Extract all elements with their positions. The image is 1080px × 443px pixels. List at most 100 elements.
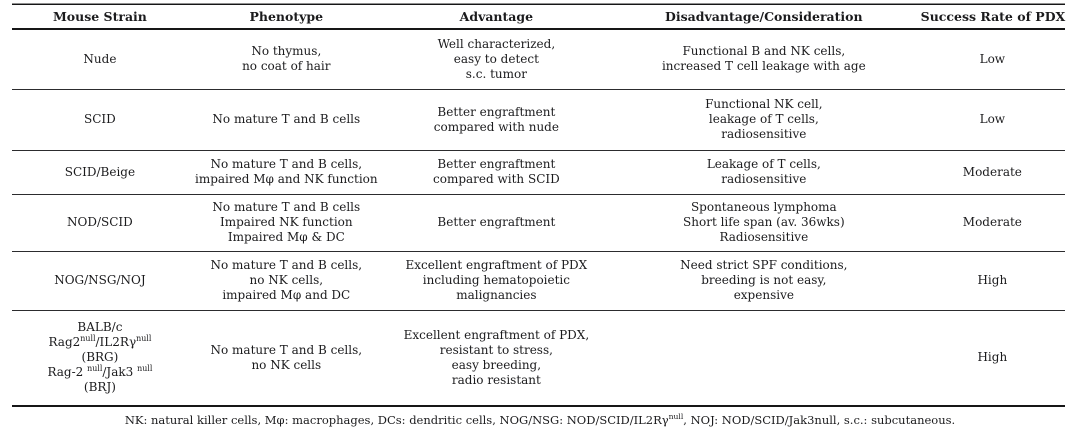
text-segment: Rag2 (48, 335, 81, 350)
cell-line: expensive (733, 288, 794, 302)
cell-line: easy to detect (453, 51, 539, 66)
advantage-cell: Excellent engraftment of PDX, resistant t… (385, 310, 608, 406)
disadvantage-cell (608, 310, 920, 406)
cell-line: Moderate (962, 215, 1022, 229)
column-header-strain: Mouse Strain (12, 4, 188, 30)
cell-line: High (977, 350, 1008, 365)
cell-line: Need strict SPF conditions, (680, 258, 848, 272)
cell-line: s.c. tumor (465, 66, 527, 81)
cell-line: Better engraftment (437, 104, 556, 119)
cell-line: leakage of T cells, (708, 112, 819, 126)
cell-line: impaired Mφ and DC (222, 288, 351, 302)
cell-line: Excellent engraftment of PDX, (403, 327, 590, 342)
cell-line: NOG/NSG/NOJ (54, 273, 146, 287)
phenotype-cell: No mature T and B cells, no NK cells, impa… (187, 251, 385, 311)
disadvantage-cell: Spontaneous lymphoma Short life span (av.… (607, 194, 920, 252)
cell-line: increased T cell leakage with age (661, 59, 866, 74)
cell-line: SCID/Beige (64, 164, 136, 179)
strain-cell: Nude (12, 29, 188, 90)
cell-line: malignancies (456, 288, 537, 302)
column-header-phenotype: Phenotype (187, 4, 385, 30)
phenotype-cell: No mature T and B cells Impaired NK funct… (187, 194, 385, 252)
superscript-text: null (80, 334, 96, 344)
strain-cell: NOD/SCID (12, 194, 188, 252)
disadvantage-cell: Leakage of T cells, radiosensitive (607, 150, 920, 195)
cell-line: radiosensitive (721, 172, 807, 186)
cell-line: Functional B and NK cells, (682, 44, 846, 59)
paper-table-figure: Mouse Strain Phenotype Advantage Disadvanta… (0, 3, 1080, 443)
strain-cell: NOG/NSG/NOJ (12, 251, 188, 311)
text-segment: /Jak3 (102, 365, 138, 380)
table-row: Nude No thymus, no coat of hair Well charac… (12, 29, 1065, 90)
cell-line: no NK cells (251, 357, 322, 372)
cell-line: radiosensitive (721, 127, 807, 141)
mouse-strain-table: Mouse Strain Phenotype Advantage Disadvanta… (12, 3, 1065, 407)
phenotype-cell: No thymus, no coat of hair (187, 29, 385, 90)
table-row: BALB/c Rag2null/IL2Rγnull (BRG) Rag-2 null/… (12, 310, 1065, 406)
text-segment: Rag-2 (47, 365, 88, 380)
table-row: NOG/NSG/NOJ No mature T and B cells, no NK… (12, 251, 1065, 311)
cell-line: Better engraftment (437, 157, 556, 171)
phenotype-cell: No mature T and B cells (187, 89, 385, 151)
strain-cell: BALB/c Rag2null/IL2Rγnull (BRG) Rag-2 null/… (12, 310, 188, 406)
cell-line: (BRJ) (83, 380, 116, 395)
cell-line: no coat of hair (242, 59, 331, 74)
cell-line: Well characterized, (437, 36, 556, 51)
cell-line: Impaired Mφ & DC (227, 230, 345, 244)
strain-cell: SCID (12, 89, 188, 151)
cell-line: Short life span (av. 36wks) (683, 215, 845, 229)
table-body: Nude No thymus, no coat of hair Well charac… (12, 29, 1065, 406)
cell-line: breeding is not easy, (701, 273, 827, 287)
cell-line: BALB/c (77, 320, 123, 335)
superscript-text: null (668, 412, 684, 422)
table-row: NOD/SCID No mature T and B cells Impaired … (12, 194, 1065, 252)
cell-line: NOD/SCID (67, 215, 133, 229)
cell-line: No mature T and B cells, (210, 157, 363, 171)
superscript-text: null (137, 364, 153, 374)
disadvantage-cell: Functional B and NK cells, increased T ce… (607, 29, 920, 90)
cell-line: Spontaneous lymphoma (690, 200, 837, 214)
cell-line: Moderate (962, 164, 1022, 179)
column-header-success_rate: Success Rate of PDX (919, 4, 1065, 30)
success_rate-cell: Low (919, 29, 1065, 90)
cell-line: Rag-2 null/Jak3 null (15, 365, 185, 380)
cell-line: Low (979, 112, 1006, 126)
top-faint-rule (12, 3, 1065, 4)
cell-line: compared with nude (433, 119, 559, 134)
cell-line: No mature T and B cells, (210, 258, 363, 272)
text-segment: NK: natural killer cells, Mφ: macrophage… (124, 413, 669, 427)
strain-cell: SCID/Beige (12, 150, 188, 195)
cell-line: Low (979, 51, 1006, 66)
cell-line: radio resistant (451, 372, 541, 387)
phenotype-cell: No mature T and B cells, no NK cells (188, 310, 385, 406)
disadvantage-cell: Need strict SPF conditions, breeding is n… (607, 251, 920, 311)
cell-line: Leakage of T cells, (706, 157, 821, 171)
success_rate-cell: Moderate (919, 150, 1065, 195)
cell-line: No thymus, (251, 44, 322, 59)
cell-line: Functional NK cell, (705, 97, 823, 111)
cell-line: Rag2null/IL2Rγnull (15, 335, 185, 350)
cell-line: No mature T and B cells, (210, 342, 363, 357)
table-header: Mouse Strain Phenotype Advantage Disadvanta… (12, 4, 1065, 30)
advantage-cell: Excellent engraftment of PDX including he… (384, 251, 608, 311)
header-row: Mouse Strain Phenotype Advantage Disadvanta… (12, 4, 1065, 30)
success_rate-cell: Low (919, 89, 1065, 151)
superscript-text: null (136, 334, 152, 344)
success_rate-cell: High (920, 310, 1065, 406)
advantage-cell: Better engraftment (384, 194, 608, 252)
cell-line: compared with SCID (433, 172, 560, 186)
disadvantage-cell: Functional NK cell, leakage of T cells, ra… (607, 89, 920, 151)
advantage-cell: Better engraftment compared with nude (384, 89, 608, 151)
table-row: SCID/Beige No mature T and B cells, impair… (12, 150, 1065, 195)
cell-line: impaired Mφ and NK function (194, 172, 378, 186)
text-segment: , NOJ: NOD/SCID/Jak3null, s.c.: subcutan… (683, 413, 956, 427)
cell-line: including hematopoietic (422, 273, 570, 287)
cell-line: SCID (84, 112, 116, 126)
cell-line: Impaired NK function (219, 215, 353, 229)
cell-line: Better engraftment (437, 215, 556, 229)
advantage-cell: Well characterized, easy to detect s.c. tu… (384, 29, 608, 90)
cell-line: High (977, 273, 1008, 287)
cell-line: resistant to stress, (439, 342, 553, 357)
cell-line: Nude (83, 51, 117, 66)
advantage-cell: Better engraftment compared with SCID (384, 150, 608, 195)
